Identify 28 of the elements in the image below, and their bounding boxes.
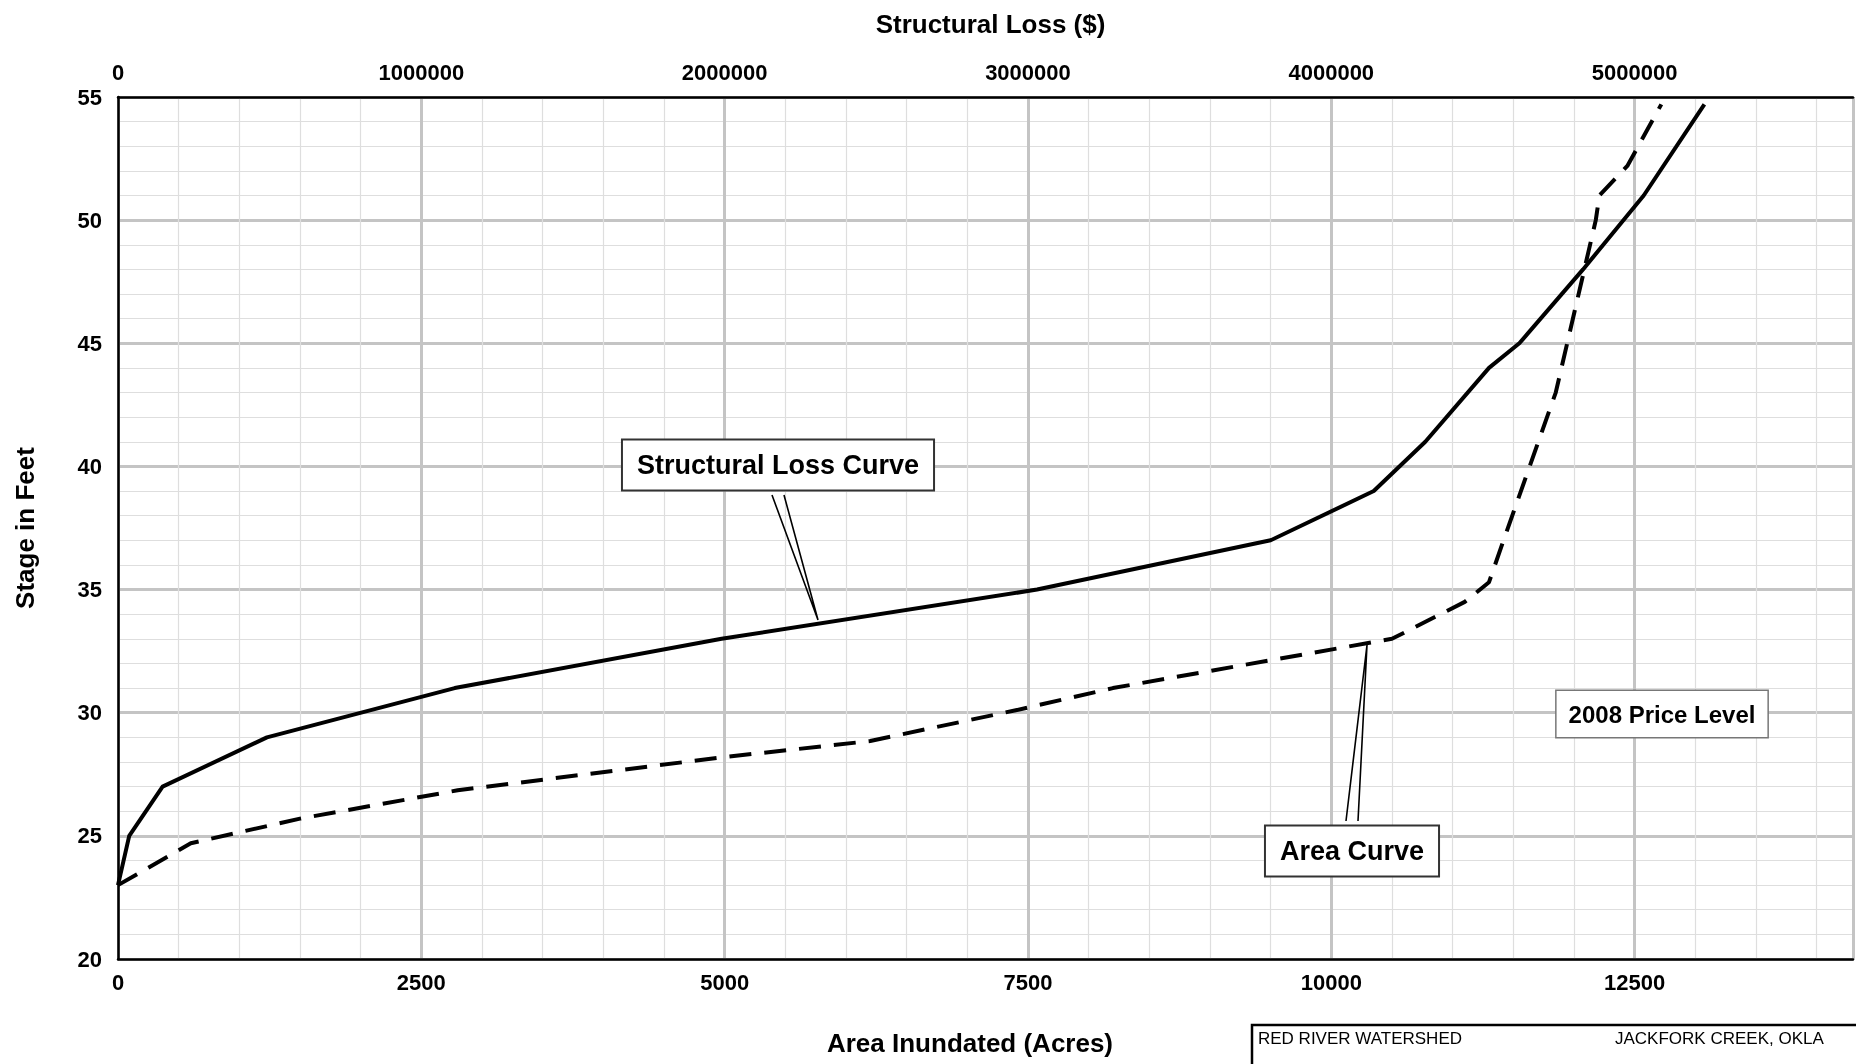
annotation: Area Curve [1279,836,1425,866]
x2-tick-label: 1000000 [378,59,465,85]
x2-tick-label: 0 [111,59,125,85]
y-tick-label: 30 [77,700,102,726]
y-tick-label: 45 [77,330,102,356]
x-tick-label: 0 [111,969,125,995]
text: RED RIVER WATERSHED [1258,1029,1463,1048]
annotation: 2008 Price Level [1568,700,1756,728]
x-tick-label: 5000 [700,969,750,995]
x2-tick-label: 4000000 [1288,59,1375,85]
x-axis-title: Area Inundated (Acres) [826,1028,1114,1058]
x-tick-label: 10000 [1300,969,1362,995]
text: JACKFORK CREEK, OKLA [1615,1029,1825,1048]
y-tick-label: 55 [77,84,102,110]
x-tick-label: 2500 [396,969,446,995]
x2-axis-title: Structural Loss ($) [875,9,1106,39]
y-tick-label: 50 [77,207,102,233]
y-tick-label: 25 [77,823,102,849]
y-tick-label: 40 [77,453,102,479]
annotation: Structural Loss Curve [636,450,920,480]
x2-tick-label: 2000000 [681,59,768,85]
y-tick-label: 35 [77,577,102,603]
x2-tick-label: 3000000 [985,59,1071,85]
x-tick-label: 12500 [1604,969,1666,995]
x-tick-label: 7500 [1003,969,1053,995]
x2-tick-label: 5000000 [1591,59,1678,85]
y-tick-label: 20 [77,946,102,972]
y-axis-title: Stage in Feet [10,446,40,609]
